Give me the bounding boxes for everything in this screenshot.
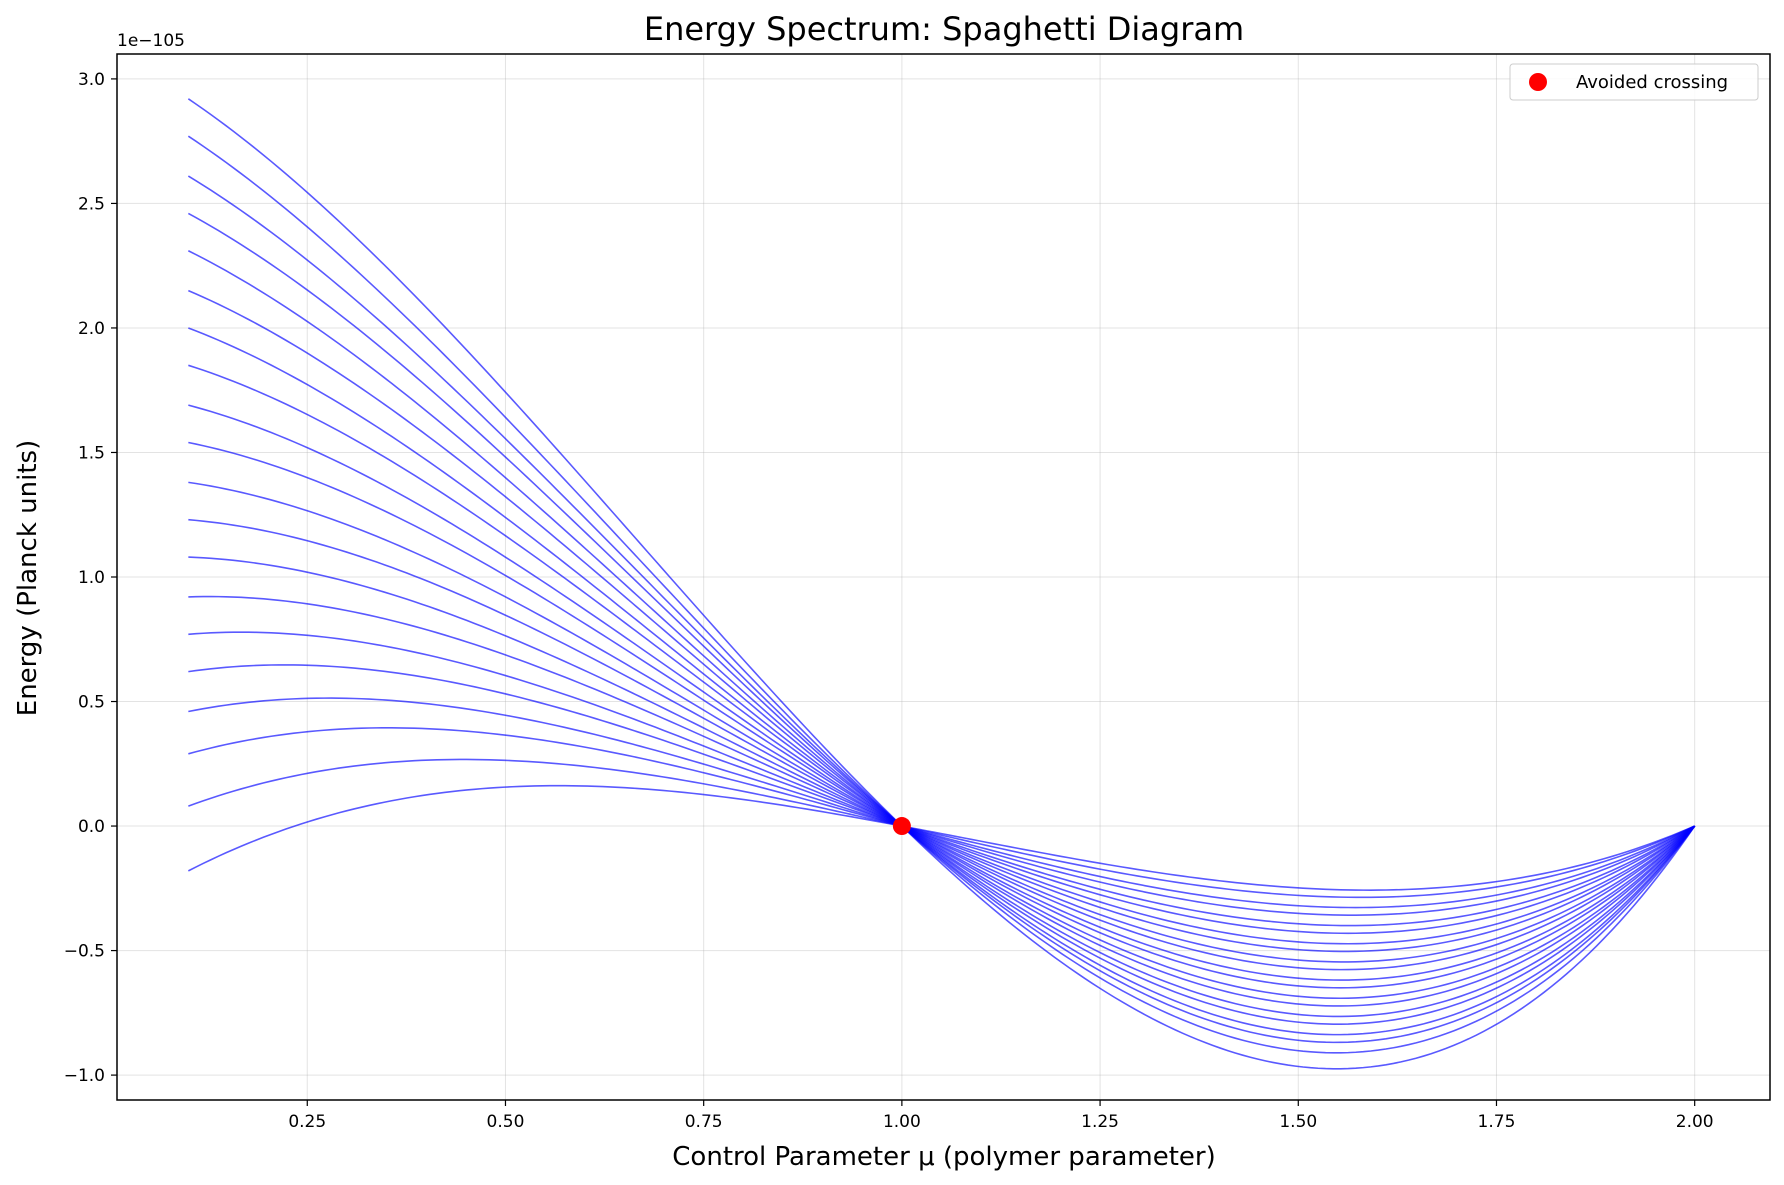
x-tick-label: 2.00 <box>1676 1112 1714 1132</box>
energy-curve <box>188 289 1696 1018</box>
x-tick-label: 0.25 <box>288 1112 326 1132</box>
energy-curve <box>188 481 1696 971</box>
y-axis-offset-label: 1e−105 <box>117 31 185 51</box>
y-tick-label: 0.0 <box>78 817 105 837</box>
energy-curve <box>188 595 1696 945</box>
x-tick-label: 0.50 <box>487 1112 525 1132</box>
legend-label-avoided-crossing: Avoided crossing <box>1576 72 1728 93</box>
energy-curve <box>188 758 1696 899</box>
avoided-crossing-marker <box>892 817 911 836</box>
energy-curve <box>188 556 1696 953</box>
x-tick-label: 1.75 <box>1478 1112 1516 1132</box>
y-tick-label: 0.5 <box>78 693 105 713</box>
legend-marker-avoided-crossing <box>1529 73 1547 91</box>
chart-title: Energy Spectrum: Spaghetti Diagram <box>644 10 1244 48</box>
energy-curve <box>187 212 1696 1036</box>
energy-curve <box>187 250 1696 1025</box>
x-tick-label: 1.25 <box>1081 1112 1119 1132</box>
x-tick-label: 0.75 <box>685 1112 723 1132</box>
energy-curve <box>188 364 1696 1000</box>
energy-curve <box>188 404 1696 989</box>
legend: Avoided crossing <box>1509 63 1759 101</box>
y-tick-label: 2.0 <box>78 319 105 339</box>
energy-curve <box>187 98 1696 1070</box>
y-tick-label: 3.0 <box>78 70 105 90</box>
x-tick-label: 1.50 <box>1279 1112 1317 1132</box>
energy-curve <box>188 697 1696 916</box>
energy-curves <box>187 98 1696 1070</box>
x-axis-ticks: 0.25 0.50 0.75 1.00 1.25 1.50 1.75 2.00 <box>288 1100 1714 1132</box>
y-tick-label: −1.0 <box>64 1066 105 1086</box>
energy-curve <box>188 664 1696 927</box>
energy-curve <box>187 784 1695 891</box>
energy-curve <box>188 727 1696 909</box>
x-tick-label: 1.00 <box>883 1112 921 1132</box>
energy-curve <box>187 175 1696 1044</box>
grid-lines <box>117 54 1770 1100</box>
x-axis-title: Control Parameter μ (polymer parameter) <box>672 1142 1215 1172</box>
energy-curve <box>187 135 1696 1054</box>
energy-curve <box>188 518 1696 963</box>
y-tick-label: 1.5 <box>78 443 105 463</box>
y-tick-label: 1.0 <box>78 568 105 588</box>
markers <box>892 817 911 836</box>
energy-curve <box>188 441 1696 981</box>
y-axis-ticks: −1.0 −0.5 0.0 0.5 1.0 1.5 2.0 2.5 3.0 <box>64 70 117 1086</box>
y-axis-title: Energy (Planck units) <box>13 440 43 716</box>
energy-curve <box>188 327 1696 1007</box>
energy-curve <box>188 631 1696 935</box>
legend-box <box>1509 63 1759 101</box>
y-tick-label: 2.5 <box>78 194 105 214</box>
y-tick-label: −0.5 <box>64 942 105 962</box>
